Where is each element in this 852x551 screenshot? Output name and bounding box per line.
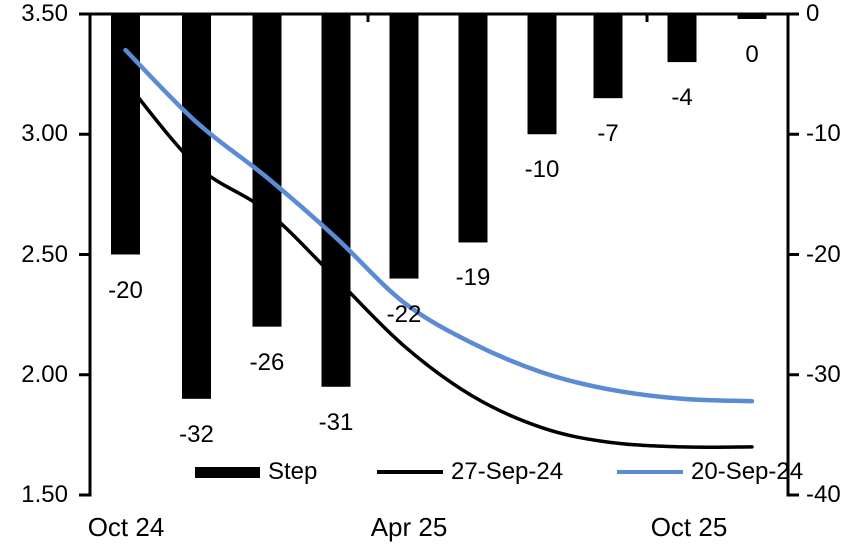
black-line-swatch-icon <box>377 470 443 474</box>
legend-label-27-sep-24: 27-Sep-24 <box>451 458 564 485</box>
legend-label-step: Step <box>268 458 318 485</box>
step-bar <box>527 14 557 135</box>
step-bar-swatch-icon <box>195 466 260 478</box>
step-bar <box>182 14 211 399</box>
legend-item-27-sep-24: 27-Sep-24 <box>377 458 563 486</box>
series-line-27-sep-24 <box>123 79 754 450</box>
series-line-20-sep-24 <box>123 47 755 404</box>
legend-item-20-sep-24: 20-Sep-24 <box>617 458 803 486</box>
step-bar <box>389 14 419 279</box>
legend-label-20-sep-24: 20-Sep-24 <box>691 458 804 485</box>
step-bar <box>111 14 140 255</box>
legend-item-step: Step <box>195 458 317 486</box>
step-bar <box>458 14 488 243</box>
blue-line-swatch-icon <box>617 469 683 475</box>
step-bar <box>667 14 697 63</box>
step-bar <box>737 14 767 19</box>
step-bar <box>321 14 351 387</box>
step-bar <box>593 14 623 99</box>
